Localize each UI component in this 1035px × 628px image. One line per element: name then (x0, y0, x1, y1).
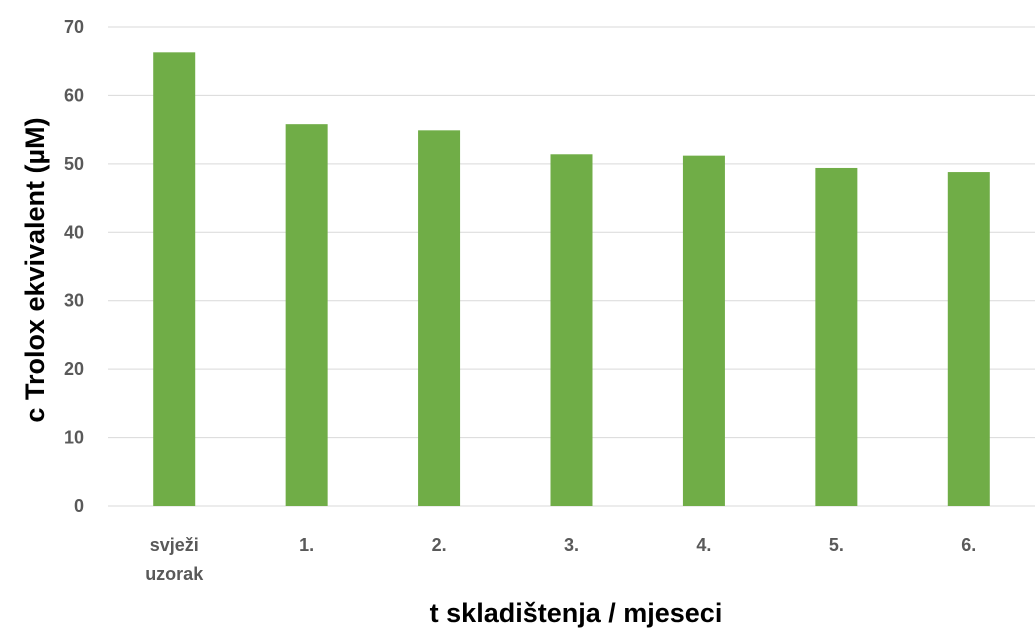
bar (550, 154, 593, 506)
bar (815, 167, 858, 506)
y-axis-ticks: 0 10 20 30 40 50 60 70 (64, 17, 84, 516)
bar (418, 130, 461, 506)
x-tick-label: 4. (696, 535, 711, 555)
x-tick-label: 3. (564, 535, 579, 555)
x-axis-title: t skladištenja / mjeseci (430, 598, 723, 628)
y-tick-label: 10 (64, 428, 84, 448)
x-tick-label: 5. (829, 535, 844, 555)
bars (153, 52, 990, 506)
y-tick-label: 60 (64, 85, 84, 105)
y-tick-label: 50 (64, 154, 84, 174)
y-tick-label: 70 (64, 17, 84, 37)
y-tick-label: 40 (64, 222, 84, 242)
bar (682, 155, 725, 506)
x-tick-label: 2. (432, 535, 447, 555)
x-axis-ticks: svježi uzorak 1. 2. 3. 4. 5. 6. (145, 535, 976, 584)
y-tick-label: 0 (74, 496, 84, 516)
x-tick-label: 1. (299, 535, 314, 555)
x-tick-label: svježi uzorak (145, 535, 204, 584)
y-tick-label: 20 (64, 359, 84, 379)
bar (285, 124, 328, 506)
y-axis-title: c Trolox ekvivalent (µM) (20, 117, 50, 422)
x-tick-label: 6. (961, 535, 976, 555)
bar (153, 52, 196, 506)
bar (947, 172, 990, 506)
y-tick-label: 30 (64, 291, 84, 311)
